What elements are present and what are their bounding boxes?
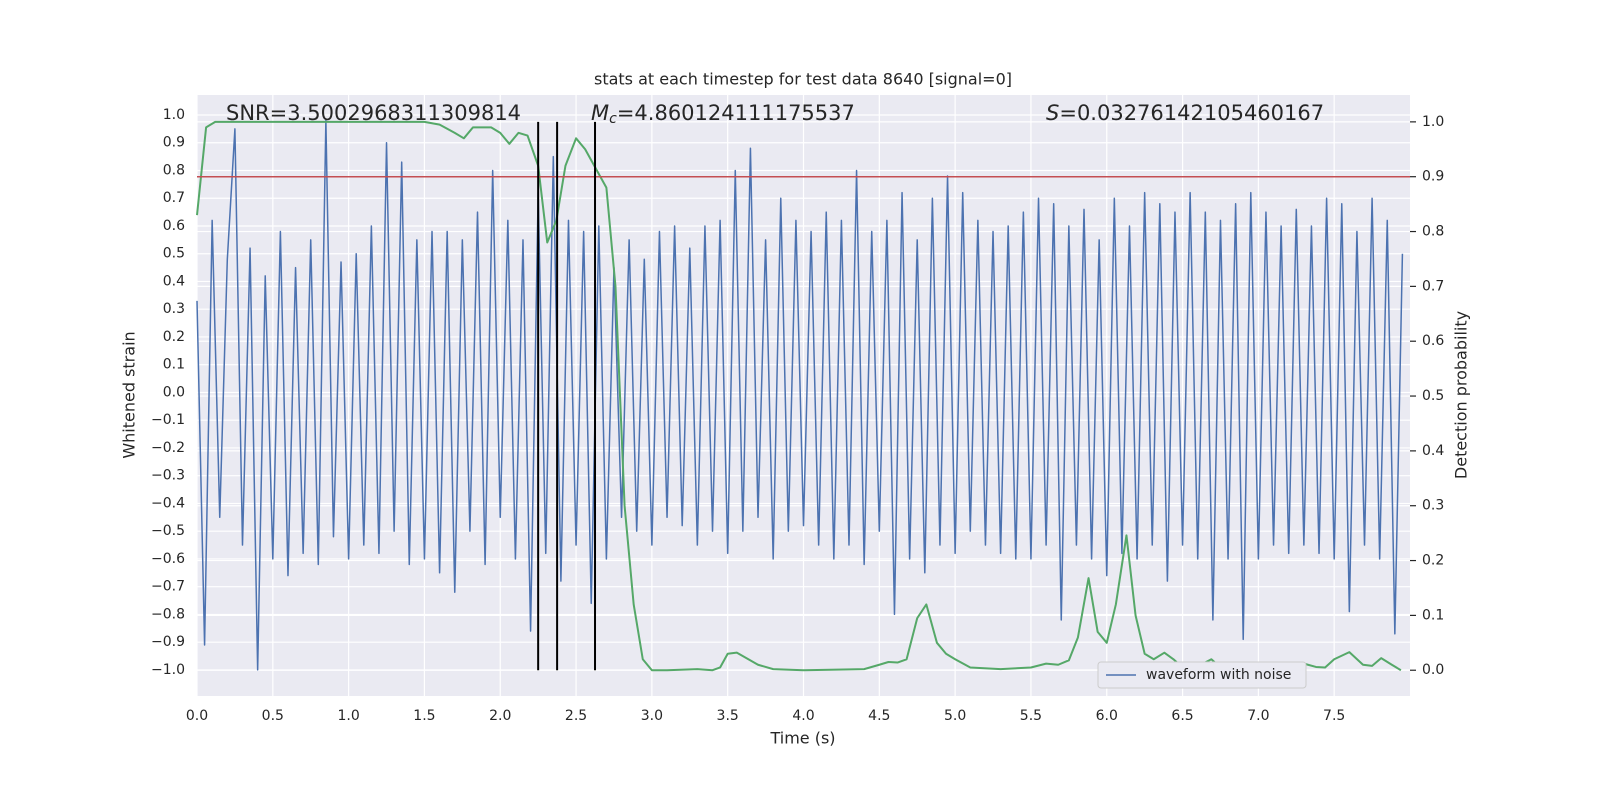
y2-tick-label: 0.8	[1422, 224, 1444, 240]
annotation-value: =4.860124111175537	[617, 101, 855, 125]
y-tick-label: 0.7	[163, 190, 185, 206]
x-tick-label: 5.0	[944, 708, 966, 724]
y-tick-label: −0.8	[151, 606, 185, 622]
annotation: S=0.03276142105460167	[1046, 101, 1324, 125]
y2-axis-label: Detection probability	[1452, 311, 1471, 479]
y-tick-label: 0.6	[163, 218, 185, 234]
x-tick-label: 1.0	[337, 708, 359, 724]
annotation: Mc=4.860124111175537	[591, 101, 855, 127]
x-tick-label: 6.5	[1171, 708, 1193, 724]
annotation-value: =0.03276142105460167	[1059, 101, 1324, 125]
y2-tick-label: 0.0	[1422, 662, 1444, 678]
y-axis-label: Whitened strain	[120, 331, 139, 458]
y-tick-label: 0.0	[163, 384, 185, 400]
x-tick-label: 0.0	[186, 708, 208, 724]
x-tick-label: 4.5	[868, 708, 890, 724]
y2-tick-label: 0.6	[1422, 333, 1444, 349]
x-tick-label: 5.5	[1020, 708, 1042, 724]
legend-box	[1097, 661, 1307, 689]
y-tick-label: −0.4	[151, 495, 185, 511]
annotation: SNR=3.5002968311309814	[226, 101, 521, 125]
x-tick-label: 4.0	[792, 708, 814, 724]
x-tick-label: 2.5	[565, 708, 587, 724]
y-tick-label: −1.0	[151, 662, 185, 678]
x-tick-label: 2.0	[489, 708, 511, 724]
annotation-subscript: c	[609, 111, 617, 127]
y-tick-label: 0.1	[163, 357, 185, 373]
y-tick-label: 0.2	[163, 329, 185, 345]
y2-tick-label: 1.0	[1422, 114, 1444, 130]
x-tick-label: 0.5	[262, 708, 284, 724]
y-tick-label: 0.5	[163, 246, 185, 262]
y2-tick-label: 0.2	[1422, 553, 1444, 569]
y2-tick-label: 0.7	[1422, 278, 1444, 294]
x-tick-label: 3.0	[641, 708, 663, 724]
y-tick-label: 0.9	[163, 135, 185, 151]
x-tick-label: 7.0	[1247, 708, 1269, 724]
y-tick-label: 0.4	[163, 273, 185, 289]
series-line	[196, 119, 1404, 671]
x-tick-label: 6.0	[1096, 708, 1118, 724]
x-tick-label: 3.5	[717, 708, 739, 724]
y-tick-label: −0.9	[151, 634, 185, 650]
y-tick-label: −0.2	[151, 440, 185, 456]
y2-tick-label: 0.3	[1422, 498, 1444, 514]
y2-tick-label: 0.1	[1422, 607, 1444, 623]
legend-label: waveform with noise	[1146, 667, 1291, 683]
y-tick-label: −0.1	[151, 412, 185, 428]
chart-title: stats at each timestep for test data 864…	[594, 70, 1012, 89]
y2-tick-label: 0.5	[1422, 388, 1444, 404]
y-tick-label: 0.3	[163, 301, 185, 317]
annotation-symbol: M	[591, 101, 609, 125]
x-tick-label: 7.5	[1323, 708, 1345, 724]
y-tick-label: −0.3	[151, 468, 185, 484]
x-tick-label: 1.5	[413, 708, 435, 724]
y-tick-label: −0.5	[151, 523, 185, 539]
legend: waveform with noise	[1097, 661, 1307, 689]
y-tick-label: 0.8	[163, 162, 185, 178]
y-tick-label: −0.7	[151, 579, 185, 595]
y-tick-label: 1.0	[163, 107, 185, 123]
y2-tick-label: 0.9	[1422, 169, 1444, 185]
y-tick-label: −0.6	[151, 551, 185, 567]
y2-tick-label: 0.4	[1422, 443, 1444, 459]
x-axis-label: Time (s)	[769, 729, 835, 748]
annotation-symbol: S	[1046, 101, 1059, 125]
